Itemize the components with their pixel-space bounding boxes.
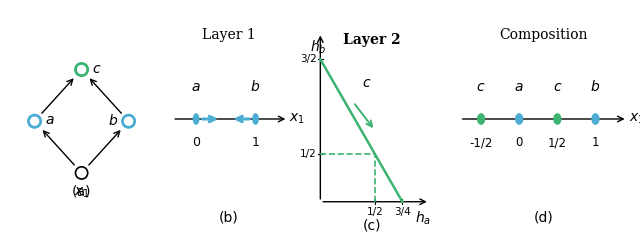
Text: (a): (a) — [72, 185, 92, 199]
Text: $a$: $a$ — [191, 80, 201, 94]
Text: $b$: $b$ — [108, 113, 118, 128]
Circle shape — [193, 114, 199, 124]
Text: Composition: Composition — [500, 28, 588, 42]
Circle shape — [253, 114, 258, 124]
Circle shape — [592, 114, 599, 124]
Text: Layer 2: Layer 2 — [343, 33, 401, 47]
Text: 1: 1 — [252, 136, 259, 149]
Text: $a$: $a$ — [515, 80, 524, 94]
Text: $c$: $c$ — [362, 76, 371, 90]
Text: $x_1$: $x_1$ — [74, 186, 90, 200]
Text: 1: 1 — [592, 136, 599, 149]
Text: $x_1$: $x_1$ — [629, 112, 640, 126]
Circle shape — [516, 114, 523, 124]
Text: $h_b$: $h_b$ — [310, 38, 327, 56]
Text: 3/2: 3/2 — [300, 54, 317, 64]
Text: 1/2: 1/2 — [367, 207, 383, 217]
Text: 0: 0 — [192, 136, 200, 149]
Text: 1/2: 1/2 — [548, 136, 567, 149]
Text: (c): (c) — [362, 218, 381, 232]
Text: 1/2: 1/2 — [300, 149, 317, 159]
Text: $a$: $a$ — [45, 113, 54, 127]
Text: -1/2: -1/2 — [469, 136, 493, 149]
Text: $x_1$: $x_1$ — [289, 112, 305, 126]
Text: 3/4: 3/4 — [394, 207, 411, 217]
Text: $h_a$: $h_a$ — [415, 209, 431, 227]
Text: Layer 1: Layer 1 — [202, 28, 255, 42]
Text: (d): (d) — [534, 211, 554, 225]
Circle shape — [477, 114, 484, 124]
Text: $b$: $b$ — [591, 79, 600, 94]
Text: (b): (b) — [219, 211, 239, 225]
Text: $c$: $c$ — [92, 62, 101, 76]
Text: $b$: $b$ — [250, 79, 260, 94]
Text: $c$: $c$ — [552, 80, 562, 94]
Text: 0: 0 — [516, 136, 523, 149]
Circle shape — [554, 114, 561, 124]
Text: $c$: $c$ — [476, 80, 486, 94]
